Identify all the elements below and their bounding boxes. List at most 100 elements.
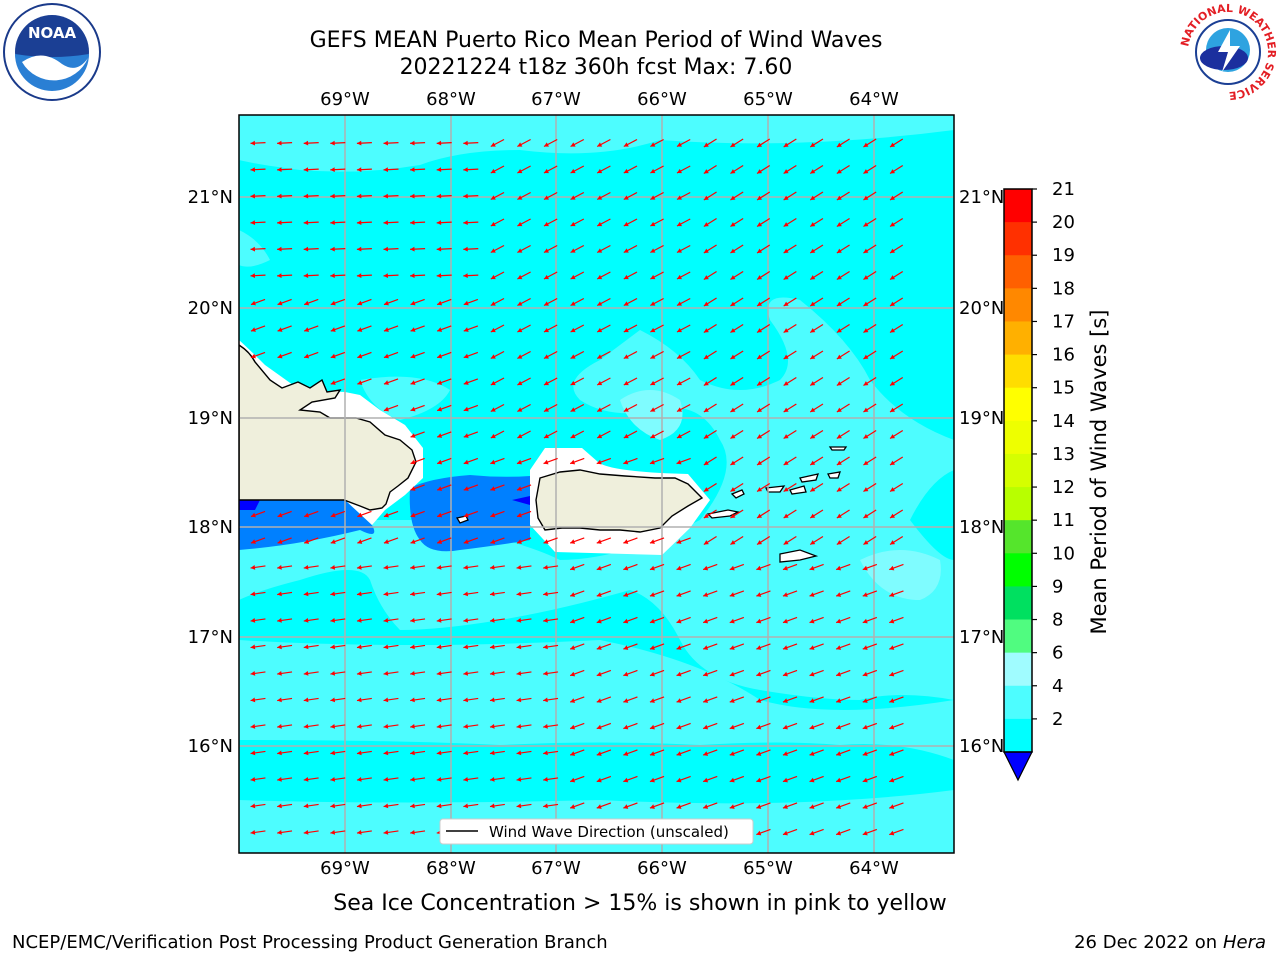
wave-direction-arrowhead [543,644,548,650]
wave-direction-arrowhead [623,698,629,703]
wave-direction-arrowhead [330,750,336,756]
wave-direction-arrowhead [836,592,842,597]
wave-direction-arrowhead [596,592,602,597]
wave-direction-arrowhead [836,381,842,386]
wave-direction-arrowhead [862,618,868,624]
wave-direction-arrowhead [783,301,789,306]
wave-direction-arrowhead [836,645,842,650]
wave-direction-arrowhead [463,777,469,782]
wave-direction-arrowhead [730,487,736,492]
wave-direction-arrowhead [730,275,736,280]
wave-direction-arrowhead [783,407,789,412]
wave-direction-arrowhead [383,167,389,173]
puerto-rico-land [535,469,704,533]
wave-direction-arrowhead [676,327,682,333]
wave-direction-arrowhead [383,193,389,199]
wave-direction-arrowhead [810,354,816,359]
wave-direction-arrowhead [383,246,389,252]
wave-direction-arrowhead [303,167,309,173]
wave-direction-arrowhead [623,459,629,465]
colorbar-tick-label: 20 [1052,212,1075,233]
wave-direction-arrowhead [277,830,282,835]
wave-direction-arrowhead [410,591,415,597]
wave-direction-arrowhead [782,830,788,836]
wave-direction-arrowhead [570,407,576,412]
wave-direction-arrowhead [410,327,416,332]
wave-direction-arrowhead [436,220,442,226]
wave-direction-arrowhead [437,433,443,438]
wave-direction-arrowhead [783,487,789,492]
wave-direction-arrowhead [463,512,469,518]
svg-text:NOAA: NOAA [28,24,77,42]
wave-direction-arrowhead [889,698,895,703]
wave-direction-arrowhead [463,300,469,306]
wave-direction-arrowhead [703,540,709,545]
wave-direction-arrowhead [410,273,415,279]
wave-direction-arrowhead [729,671,735,677]
wave-direction-arrowhead [703,381,709,386]
wave-region-pale [620,390,683,440]
wave-direction-arrowhead [383,512,389,518]
wave-direction-arrowhead [862,751,868,756]
wave-direction-arrowhead [596,671,602,677]
wave-direction-arrowhead [809,751,815,756]
wave-direction-arrowhead [676,751,682,756]
wave-direction-arrowhead [649,539,655,544]
wave-direction-arrowhead [410,300,416,306]
wave-direction-arrowhead [303,246,309,252]
wave-direction-arrowhead [436,697,442,703]
wave-direction-arrowhead [543,274,549,280]
wave-direction-arrowhead [277,353,283,359]
wave-direction-arrowhead [463,167,468,173]
wave-direction-arrowhead [597,142,603,147]
lon-label-bottom: 69°W [320,858,370,879]
wave-direction-arrowhead [676,459,682,465]
wave-direction-arrowhead [436,140,442,146]
wave-direction-arrowhead [570,248,576,253]
colorbar-extend-triangle [1003,751,1033,782]
ocean-pale-patches [620,390,941,600]
wave-direction-arrowhead [890,195,896,200]
wave-direction-arrowhead [676,724,682,730]
wave-direction-arrowhead [730,540,736,545]
wave-direction-arrowhead [890,301,896,306]
wave-direction-arrowhead [543,221,549,227]
wave-direction-arrowhead [516,644,522,650]
wave-direction-arrowhead [862,830,868,836]
wave-direction-arrowhead [623,645,629,650]
wave-direction-arrowhead [810,540,816,545]
wave-direction-arrowhead [383,724,389,729]
wave-direction-arrowhead [703,777,709,783]
wave-direction-arrowhead [863,248,869,253]
colorbar-band [1004,288,1032,322]
wave-direction-arrowhead [463,750,469,756]
wave-direction-arrowhead [756,618,762,624]
wave-direction-arrowhead [303,830,309,835]
wave-direction-arrowhead [383,380,389,385]
wave-direction-arrowhead [436,167,442,173]
wave-direction-arrowhead [757,381,763,386]
wave-direction-arrowhead [730,301,736,306]
colorbar-frame [1003,188,1033,753]
wave-direction-arrowhead [543,671,548,676]
wave-direction-arrowhead [517,221,523,227]
wave-direction-arrowhead [863,169,869,174]
wave-direction-arrowhead [890,275,896,280]
wave-direction-arrowhead [783,381,789,386]
wave-direction-arrowhead [383,327,389,332]
wave-direction-arrowhead [330,273,335,279]
wave-direction-arrowhead [623,380,629,386]
wave-direction-arrowhead [730,195,736,200]
wave-direction-arrowhead [250,539,256,544]
wave-direction-arrowhead [650,354,656,359]
wave-direction-arrowhead [783,354,789,359]
wave-direction-arrowhead [490,221,496,227]
wave-direction-arrowhead [570,168,576,174]
wave-direction-arrowhead [730,460,736,465]
wave-direction-arrowhead [889,777,895,783]
wave-direction-arrowhead [836,275,842,280]
wave-direction-arrowhead [757,222,763,227]
wave-direction-arrowhead [383,300,389,306]
wave-direction-arrowhead [676,168,682,174]
colorbar-band [1004,685,1032,720]
